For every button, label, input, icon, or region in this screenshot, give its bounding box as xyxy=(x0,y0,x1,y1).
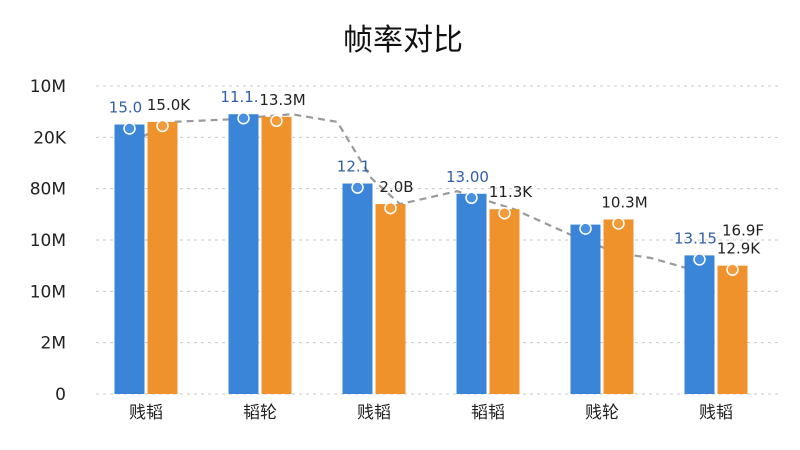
point-layer xyxy=(123,111,739,276)
y-tick-label: 0 xyxy=(55,385,66,405)
y-tick-label: 10M xyxy=(30,282,66,302)
trend-point xyxy=(693,253,706,266)
trend-point xyxy=(498,206,511,220)
data-label: 12.1 xyxy=(337,158,370,176)
x-tick-label: 贱轮 xyxy=(585,403,619,423)
data-label: 11.1. xyxy=(220,88,258,106)
bar-blue xyxy=(684,255,715,394)
bar-blue xyxy=(570,224,601,394)
data-label: 13.00 xyxy=(446,168,489,186)
chart-title: 帧率对比 xyxy=(343,23,463,58)
trend-point xyxy=(351,181,364,194)
data-label: 15.0 xyxy=(109,99,142,117)
trend-point xyxy=(237,111,250,125)
trend-point xyxy=(465,191,478,205)
data-label: 2.0B xyxy=(379,178,413,196)
data-label: 13.3M xyxy=(259,91,305,109)
bar-orange xyxy=(261,116,292,395)
bar-layer xyxy=(114,114,748,395)
data-label: 15.0K xyxy=(147,96,191,114)
bar-orange xyxy=(489,209,520,394)
y-axis-ticks: 0 2M 10M 10M 80M 20K 10M xyxy=(30,77,67,405)
data-label: 12.9K xyxy=(717,240,761,258)
x-tick-label: 贱韬 xyxy=(699,403,733,423)
data-label: 10.3M xyxy=(601,193,647,211)
x-axis-ticks: 贱韬 韬轮 贱韬 韬韬 贱轮 贱韬 xyxy=(129,403,733,423)
trend-point xyxy=(270,114,283,128)
grid-layer xyxy=(96,85,778,395)
bar-orange xyxy=(375,204,406,394)
y-tick-label: 20K xyxy=(33,128,67,148)
bar-orange xyxy=(717,265,748,394)
trend-point xyxy=(726,263,739,276)
bar-blue xyxy=(228,114,259,394)
bar-blue xyxy=(456,193,487,394)
data-label: 13.15 xyxy=(674,229,717,247)
x-tick-label: 贱韬 xyxy=(129,403,163,423)
data-label: 11.3K xyxy=(489,183,533,201)
y-tick-label: 2M xyxy=(41,334,66,354)
x-tick-label: 韬韬 xyxy=(471,403,505,423)
trend-point xyxy=(579,222,592,235)
trend-point xyxy=(156,119,169,133)
y-tick-label: 10M xyxy=(30,231,66,251)
data-label-extra: 16.9F xyxy=(722,222,764,240)
trend-point xyxy=(384,201,397,215)
bar-orange xyxy=(603,219,634,394)
bar-blue xyxy=(114,124,145,394)
bar-orange xyxy=(147,121,178,394)
y-tick-label: 80M xyxy=(30,180,66,200)
x-tick-label: 韬轮 xyxy=(243,403,277,423)
x-tick-label: 贱韬 xyxy=(357,403,391,423)
bar-blue xyxy=(342,183,373,394)
y-tick-label: 10M xyxy=(30,77,66,97)
trend-point xyxy=(612,217,625,230)
trend-point xyxy=(123,122,136,135)
